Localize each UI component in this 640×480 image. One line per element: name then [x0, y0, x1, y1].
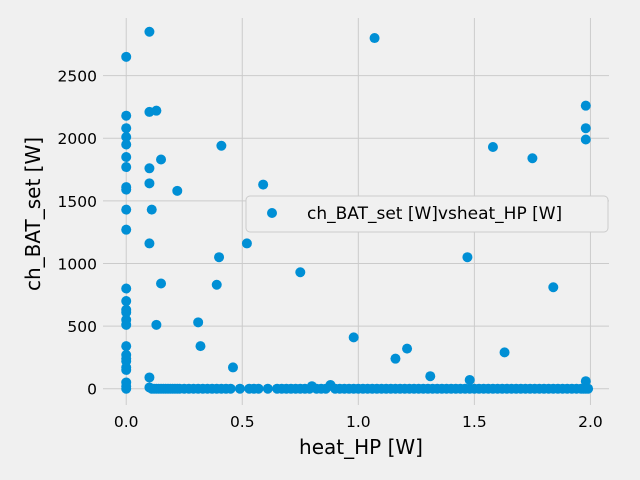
data-point	[151, 319, 162, 330]
data-point	[144, 26, 155, 37]
data-point	[211, 279, 222, 290]
data-point	[425, 371, 436, 382]
y-tick-labels: 0 500 1000 1500 2000 2500	[58, 68, 97, 399]
data-point	[121, 383, 132, 394]
y-tick-label: 2500	[58, 68, 97, 86]
data-point	[146, 204, 157, 215]
data-point	[121, 131, 132, 142]
y-axis-label: ch_BAT_set [W]	[21, 137, 45, 291]
data-point	[121, 139, 132, 150]
data-point	[258, 179, 269, 190]
data-point	[144, 163, 155, 174]
data-point	[121, 184, 132, 195]
data-point	[580, 123, 591, 134]
data-point	[527, 153, 538, 164]
y-tick-label: 0	[87, 381, 97, 399]
data-point	[151, 105, 162, 116]
data-point	[121, 283, 132, 294]
data-point	[580, 376, 591, 387]
x-tick-labels: 0.0 0.5 1.0 1.5 2.0	[114, 413, 603, 431]
data-point	[499, 347, 510, 358]
data-point	[144, 238, 155, 249]
data-point	[462, 252, 473, 263]
data-point	[121, 224, 132, 235]
legend-frame	[245, 195, 609, 233]
data-point	[390, 353, 401, 364]
data-points	[121, 26, 594, 394]
y-tick-label: 1500	[58, 193, 97, 211]
data-point	[121, 204, 132, 215]
y-tick-label: 1000	[58, 255, 97, 273]
data-point	[234, 383, 245, 394]
data-point	[121, 319, 132, 330]
data-point	[348, 332, 359, 343]
data-point	[156, 154, 167, 165]
data-point	[241, 238, 252, 249]
data-point	[369, 33, 380, 44]
data-point	[583, 383, 594, 394]
data-point	[580, 100, 591, 111]
data-point	[144, 178, 155, 189]
y-tick-label: 500	[67, 318, 97, 336]
data-point	[295, 267, 306, 278]
data-point	[121, 123, 132, 134]
data-point	[227, 362, 238, 373]
x-tick-label: 0.5	[230, 413, 255, 431]
x-axis-label: heat_HP [W]	[299, 435, 423, 459]
data-point	[214, 252, 225, 263]
legend-marker	[267, 208, 277, 218]
data-point	[156, 278, 167, 289]
data-point	[121, 110, 132, 121]
data-point	[262, 383, 273, 394]
data-point	[195, 341, 206, 352]
data-point	[487, 142, 498, 152]
data-point	[464, 374, 475, 385]
x-tick-label: 2.0	[578, 413, 603, 431]
data-point	[580, 134, 591, 145]
data-point	[121, 162, 132, 173]
data-point	[172, 185, 183, 196]
data-point	[121, 364, 132, 375]
data-point	[144, 372, 155, 383]
data-point	[225, 383, 236, 394]
data-point	[402, 343, 413, 354]
legend: ch_BAT_set [W]vsheat_HP [W]	[245, 195, 609, 233]
data-point	[121, 341, 132, 352]
data-point	[121, 296, 132, 307]
data-point	[121, 51, 132, 62]
data-point	[253, 383, 264, 394]
data-point	[193, 317, 204, 328]
data-point	[121, 152, 132, 163]
data-point	[121, 307, 132, 318]
x-tick-label: 0.0	[114, 413, 139, 431]
y-tick-label: 2000	[58, 130, 97, 148]
data-point	[216, 140, 227, 151]
data-point	[548, 282, 559, 293]
x-tick-label: 1.5	[462, 413, 487, 431]
x-tick-label: 1.0	[346, 413, 371, 431]
legend-label: ch_BAT_set [W]vsheat_HP [W]	[307, 204, 562, 224]
